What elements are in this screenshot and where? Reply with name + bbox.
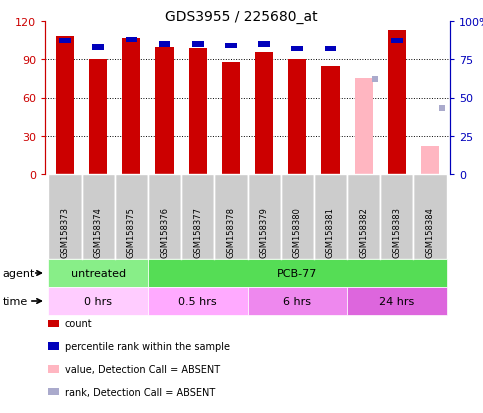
Text: GSM158375: GSM158375	[127, 206, 136, 257]
Text: value, Detection Call = ABSENT: value, Detection Call = ABSENT	[65, 364, 220, 374]
Bar	[159, 42, 170, 47]
Text: percentile rank within the sample: percentile rank within the sample	[65, 341, 230, 351]
Text: PCB-77: PCB-77	[277, 268, 317, 278]
Text: GSM158384: GSM158384	[426, 206, 435, 257]
Bar	[56, 37, 74, 175]
Bar	[325, 47, 336, 52]
Bar	[222, 63, 240, 175]
Text: GSM158378: GSM158378	[227, 206, 235, 257]
Text: GSM158379: GSM158379	[259, 206, 269, 257]
Bar	[92, 45, 104, 50]
Bar	[288, 60, 306, 175]
Text: GSM158374: GSM158374	[94, 206, 102, 257]
Bar	[126, 38, 137, 43]
Bar	[421, 147, 439, 175]
Text: GSM158381: GSM158381	[326, 206, 335, 257]
Bar	[355, 79, 373, 175]
Bar	[391, 39, 403, 44]
Text: count: count	[65, 318, 92, 328]
Text: untreated: untreated	[71, 268, 126, 278]
Text: GSM158383: GSM158383	[392, 206, 401, 257]
Bar	[59, 39, 71, 44]
Text: 6 hrs: 6 hrs	[284, 296, 312, 306]
Text: agent: agent	[2, 268, 35, 278]
Text: GSM158382: GSM158382	[359, 206, 368, 257]
Bar	[321, 66, 340, 175]
Text: GSM158373: GSM158373	[60, 206, 70, 257]
Text: 24 hrs: 24 hrs	[379, 296, 414, 306]
Bar	[225, 44, 237, 49]
Text: 0.5 hrs: 0.5 hrs	[178, 296, 217, 306]
Bar	[388, 31, 406, 175]
Text: rank, Detection Call = ABSENT: rank, Detection Call = ABSENT	[65, 387, 215, 396]
Bar	[122, 38, 141, 175]
Bar	[156, 47, 173, 175]
Text: time: time	[2, 296, 28, 306]
Bar	[89, 60, 107, 175]
Bar	[291, 47, 303, 52]
Bar	[188, 49, 207, 175]
Text: GSM158377: GSM158377	[193, 206, 202, 257]
Text: GSM158380: GSM158380	[293, 206, 302, 257]
Text: GSM158376: GSM158376	[160, 206, 169, 257]
Text: GDS3955 / 225680_at: GDS3955 / 225680_at	[165, 10, 318, 24]
Bar	[192, 42, 203, 47]
Bar	[258, 42, 270, 47]
Text: 0 hrs: 0 hrs	[84, 296, 112, 306]
Bar	[255, 52, 273, 175]
